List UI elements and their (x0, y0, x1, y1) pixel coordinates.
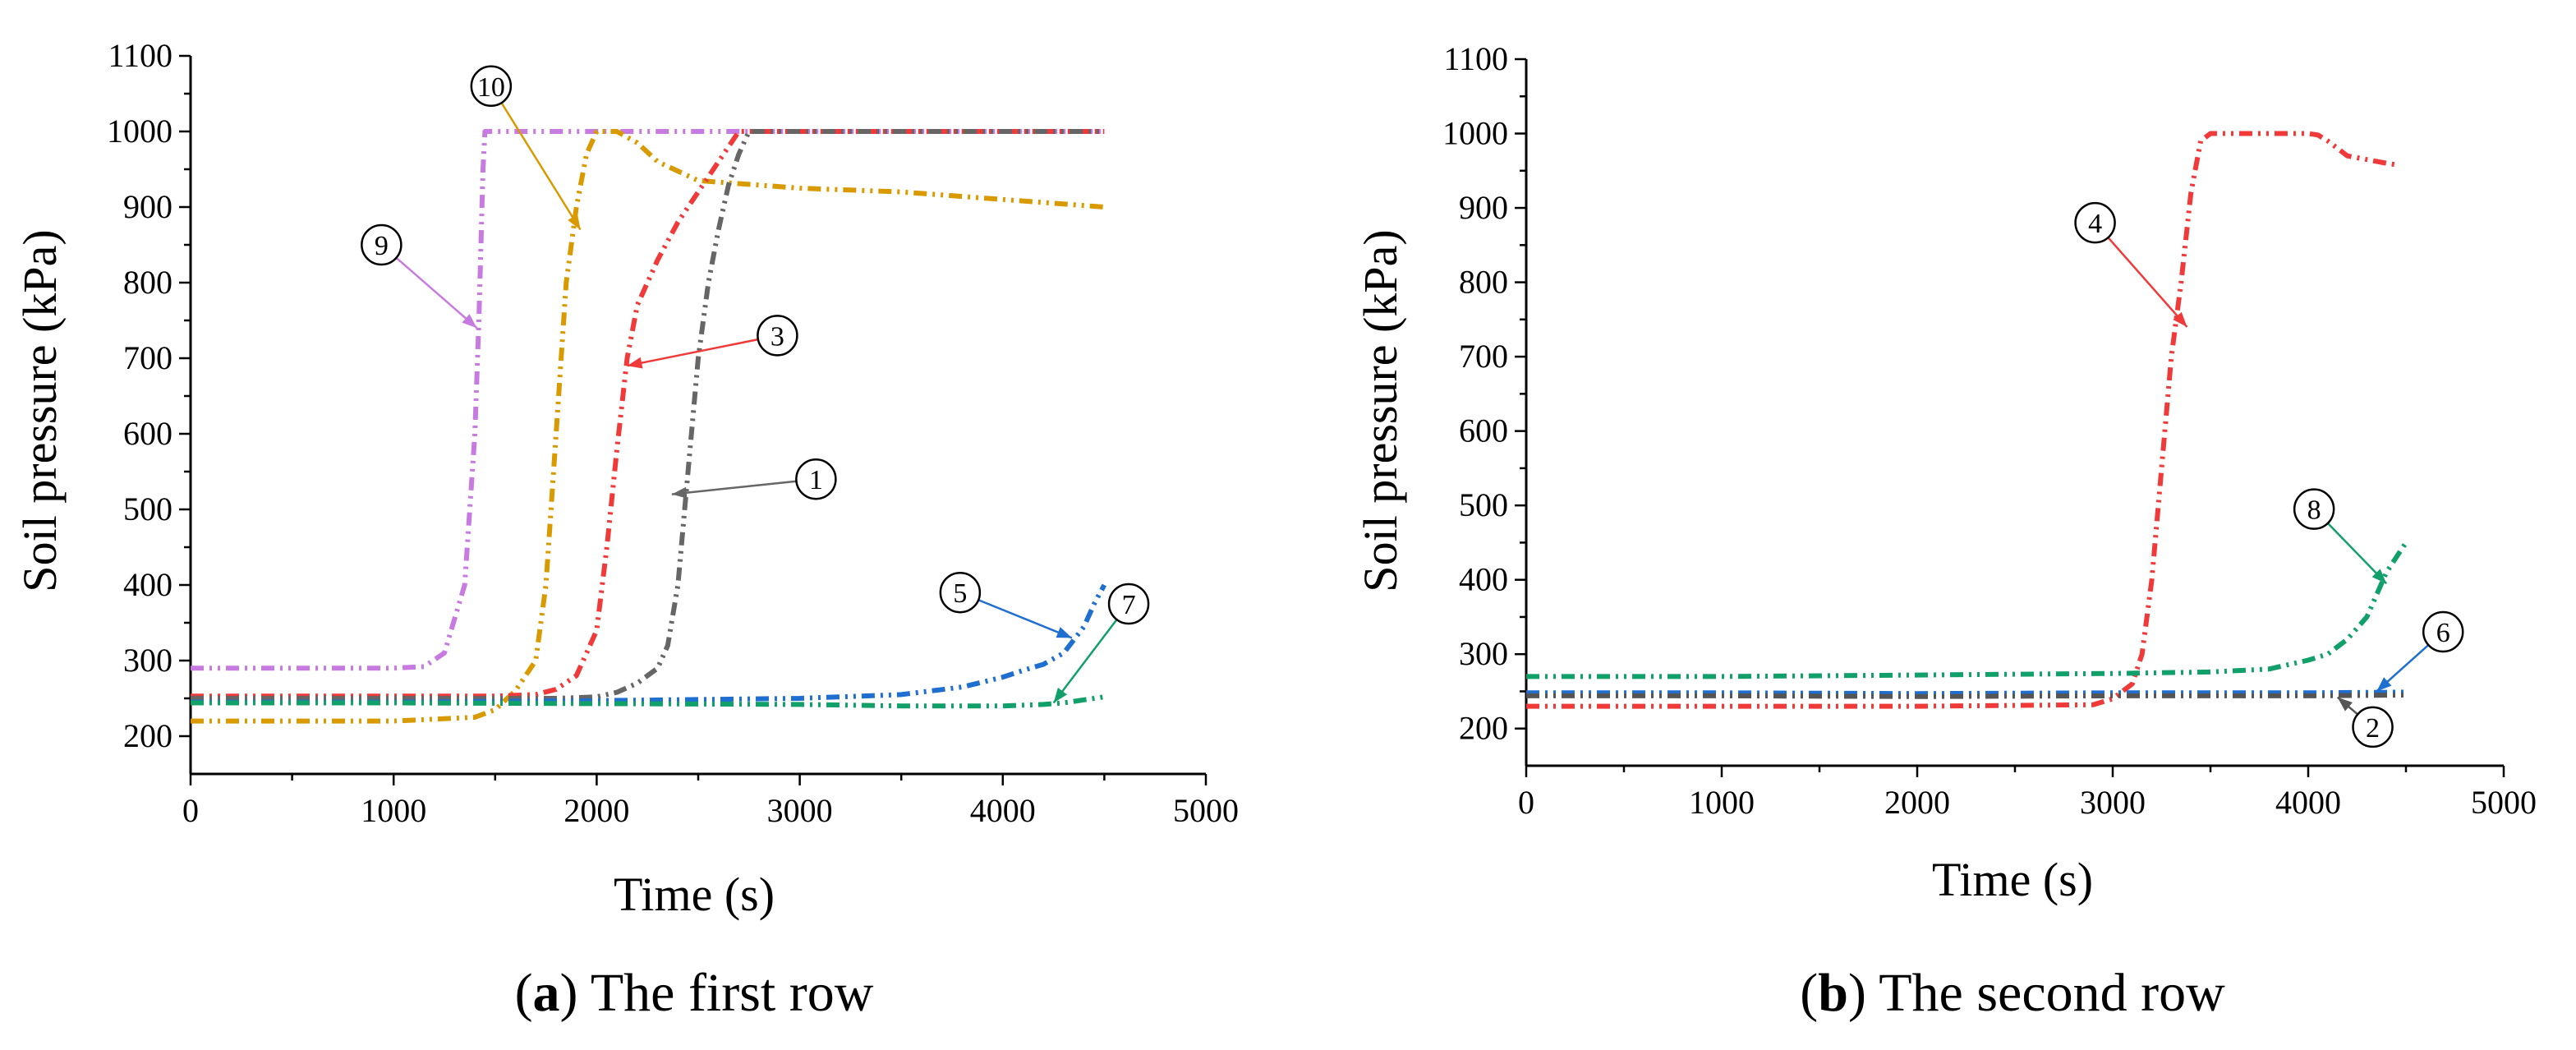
panel-b-caption: (b) The second row (1800, 963, 2225, 1023)
panel-b-y-tick-label: 400 (1459, 561, 1508, 598)
panel-b-callout-circle-2 (2352, 706, 2394, 748)
panel-b-callout-arrow-8 (2371, 569, 2387, 584)
panel-a-callout-arrow-1 (671, 486, 688, 499)
panel-a-x-tick-label: 4000 (970, 792, 1036, 829)
panel-a-series-10 (191, 129, 1105, 724)
panel-b-y-tick-label: 800 (1459, 264, 1508, 301)
panel-a-callout-leader-1 (671, 480, 797, 495)
plot-b: 0 1000 2000 3000 4000 5000 200 300 400 500 600 700 8… (1442, 40, 2537, 821)
panel-a-caption: (a) The first row (515, 963, 874, 1023)
panel-a-y-tick-label: 600 (123, 415, 172, 452)
panel-a-callout-label-3: 3 (770, 321, 784, 352)
panel-b-x-tick-label: 1000 (1689, 784, 1755, 821)
panel-a-xlabel: Time (s) (614, 868, 775, 921)
panel-a-callout-circle-10 (470, 65, 513, 108)
panel-a-y-tick-label: 900 (123, 188, 172, 225)
panel-b-x-tick-label: 4000 (2275, 784, 2341, 821)
panel-b-y-tick-label: 600 (1459, 412, 1508, 449)
panel-a-callout-arrow-5 (1056, 627, 1072, 638)
panel-a-callout-circle-3 (757, 315, 798, 357)
panel-b-series-8 (1526, 541, 2408, 679)
panel-a-series-1 (191, 129, 1105, 701)
panel-a-y-tick-label: 500 (123, 490, 172, 527)
panel-a-caption-text: The first row (591, 963, 874, 1023)
panel-a-y-tick-label: 700 (123, 339, 172, 376)
panel-b-ylabel: Soil pressure (kPa) (1354, 229, 1407, 592)
panel-a-y-tick-label: 400 (123, 566, 172, 603)
panel-b-y-tick-label: 200 (1459, 710, 1508, 747)
panel-a-callout-circle-7 (1107, 583, 1150, 625)
panel-b-y-tick-label: 700 (1459, 338, 1508, 375)
panel-b-x-tick-label: 2000 (1884, 784, 1950, 821)
panel-a-caption-label: a (533, 963, 560, 1023)
panel-b-callout-label-6: 6 (2436, 618, 2450, 648)
panel-b-xlabel: Time (s) (1932, 853, 2093, 906)
panel-a-series-7 (191, 694, 1105, 709)
panel-b-callout-leader-4 (2107, 237, 2188, 328)
panel-a-callout-leader-5 (978, 599, 1073, 639)
panel-a-y-tick-label: 800 (123, 264, 172, 301)
panel-b-caption-text: The second row (1879, 963, 2225, 1023)
panel-b-y-tick-label: 300 (1459, 635, 1508, 672)
panel-b-y-tick-label: 1100 (1443, 40, 1508, 77)
panel-a-callout-label-1: 1 (809, 465, 823, 495)
panel-b-callout-arrow-6 (2376, 677, 2392, 692)
panel-a-callout-label-5: 5 (953, 578, 967, 609)
panel-b-series-4 (1526, 131, 2397, 709)
plot-a: 0 1000 2000 3000 4000 5000 200 300 400 500 600 700 8… (107, 37, 1239, 829)
panel-b: Soil pressure (kPa) Time (s) (b) The sec… (1354, 40, 2537, 1023)
panel-b-callout-label-4: 4 (2088, 209, 2102, 239)
panel-a-x-tick-label: 1000 (361, 792, 426, 829)
panel-a-callout-leader-9 (395, 256, 478, 329)
panel-a-y-tick-label: 1100 (108, 37, 172, 74)
panel-a: Soil pressure (kPa) Time (s) (a) The fir… (13, 37, 1239, 1023)
panel-a-x-tick-label: 2000 (564, 792, 629, 829)
panel-b-caption-label: b (1818, 963, 1848, 1023)
panel-b-callout-circle-6 (2422, 610, 2464, 653)
panel-a-callout-arrow-10 (568, 214, 581, 230)
panel-a-callout-leader-10 (500, 102, 582, 231)
panel-b-series-6 (1526, 689, 2407, 697)
panel-a-x-tick-label: 3000 (767, 792, 833, 829)
panel-a-y-tick-label: 1000 (107, 113, 172, 150)
panel-a-ylabel: Soil pressure (kPa) (13, 229, 67, 592)
panel-a-callout-circle-1 (795, 458, 837, 500)
panel-a-series-5 (191, 583, 1107, 705)
panel-a-callout-leader-3 (627, 338, 759, 367)
panel-a-callout-arrow-7 (1053, 687, 1068, 703)
panel-b-callout-arrow-2 (2337, 697, 2353, 712)
panel-a-x-tick-label: 0 (182, 792, 199, 829)
panel-a-y-tick-label: 300 (123, 642, 172, 679)
panel-a-callout-arrow-9 (462, 314, 477, 329)
panel-b-callout-label-8: 8 (2307, 495, 2321, 526)
panel-a-callout-leader-7 (1052, 619, 1118, 704)
panel-b-callout-label-2: 2 (2366, 713, 2380, 744)
panel-b-callout-circle-4 (2074, 201, 2116, 244)
panel-a-x-tick-label: 5000 (1173, 792, 1239, 829)
panel-b-series-2 (1526, 693, 2407, 699)
panel-b-y-tick-label: 1000 (1442, 115, 1508, 152)
panel-b-callout-arrow-4 (2173, 311, 2187, 327)
panel-b-callout-circle-8 (2293, 488, 2335, 530)
panel-b-y-tick-label: 500 (1459, 486, 1508, 523)
panel-a-callout-arrow-3 (627, 357, 643, 369)
panel-a-callout-label-9: 9 (375, 231, 389, 261)
panel-a-callout-label-10: 10 (477, 72, 505, 103)
panel-b-y-tick-label: 900 (1459, 189, 1508, 226)
panel-a-y-tick-label: 200 (123, 717, 172, 754)
panel-a-callout-circle-5 (939, 571, 982, 614)
panel-a-callout-circle-9 (361, 223, 402, 266)
panel-b-x-tick-label: 5000 (2471, 784, 2537, 821)
panel-b-x-tick-label: 3000 (2080, 784, 2146, 821)
panel-b-x-tick-label: 0 (1518, 784, 1534, 821)
panel-a-callout-label-7: 7 (1122, 590, 1136, 620)
